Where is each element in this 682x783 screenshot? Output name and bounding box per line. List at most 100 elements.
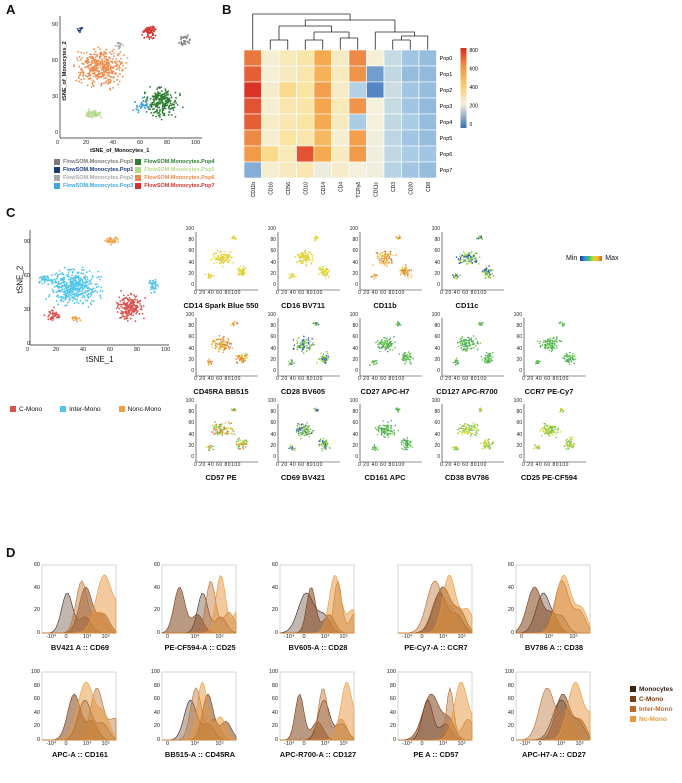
tsne-point	[57, 289, 60, 292]
marker-point	[225, 345, 227, 347]
marker-point	[568, 360, 570, 363]
tsne-point	[125, 317, 128, 320]
marker-point	[235, 358, 238, 360]
marker-point	[462, 259, 465, 261]
tsne-point	[116, 67, 119, 70]
heatmap-cell	[243, 49, 262, 67]
marker-point	[472, 340, 475, 342]
marker-point	[244, 446, 247, 448]
tsne-point	[79, 31, 81, 34]
marker-point	[242, 272, 245, 274]
marker-point	[390, 340, 392, 343]
tsne-point	[152, 280, 154, 283]
tsne-point	[75, 295, 78, 297]
marker-point	[405, 361, 407, 363]
marker-point	[566, 445, 569, 448]
mini-y-tick: 20	[434, 270, 440, 277]
tsne-point	[172, 109, 175, 111]
marker-point	[321, 265, 324, 268]
marker-point	[229, 342, 231, 345]
marker-point	[309, 345, 311, 348]
tsne-point	[71, 293, 74, 296]
marker-point	[383, 257, 386, 260]
marker-point	[389, 250, 392, 253]
marker-point	[242, 445, 244, 448]
marker-point	[454, 272, 457, 275]
tsne-point	[122, 315, 125, 317]
marker-point	[211, 346, 213, 349]
marker-point	[379, 261, 381, 264]
marker-point	[302, 430, 305, 433]
marker-point	[297, 430, 300, 433]
tsne-point	[88, 67, 90, 70]
marker-point	[543, 422, 546, 425]
tsne-point	[89, 295, 92, 298]
marker-point	[296, 342, 298, 345]
marker-point	[300, 437, 302, 440]
heatmap-cell	[243, 65, 262, 83]
marker-point	[487, 353, 489, 355]
marker-point	[469, 252, 472, 254]
marker-point	[318, 273, 320, 275]
heatmap-cell	[348, 145, 367, 163]
mini-y-tick: 100	[349, 226, 358, 232]
hist-x-tick: -10⁴	[284, 741, 295, 747]
marker-plot: 100 80 60 40 20 0 0 20 40 60 80100 CD127 APC-R7…	[426, 312, 506, 400]
marker-point	[403, 356, 405, 359]
marker-point	[544, 346, 546, 349]
tsne-point	[134, 305, 137, 308]
marker-point	[555, 340, 558, 343]
mini-y-tick: 0	[273, 454, 276, 460]
hist-x-tick: 10⁵	[101, 741, 110, 747]
marker-point	[549, 435, 551, 437]
tsne-point	[43, 281, 46, 284]
marker-point	[242, 265, 245, 267]
heatmap-cell	[243, 129, 262, 147]
marker-point	[291, 274, 294, 277]
marker-point	[220, 261, 222, 264]
tsne-point	[76, 290, 79, 293]
marker-point	[311, 258, 314, 261]
tsne-point	[132, 109, 135, 112]
marker-point	[549, 425, 552, 427]
marker-point	[293, 344, 296, 347]
tsne-point	[88, 71, 91, 74]
marker-point	[386, 265, 388, 267]
tsne-point	[97, 275, 100, 278]
tsne-point	[115, 58, 118, 60]
marker-point	[465, 339, 467, 342]
marker-point	[210, 276, 212, 279]
panel-a-plot	[59, 16, 202, 139]
tsne-point	[60, 277, 62, 280]
marker-point	[215, 432, 217, 435]
tsne-point	[55, 277, 58, 280]
marker-point	[473, 260, 476, 263]
marker-point	[466, 263, 469, 265]
tsne-point	[95, 60, 98, 63]
marker-point	[380, 338, 383, 341]
marker-point	[485, 444, 488, 446]
tsne-point	[180, 35, 182, 38]
marker-point	[231, 347, 234, 350]
tsne-point	[110, 69, 112, 72]
marker-point	[468, 260, 470, 262]
marker-caption: CD14 Spark Blue 550	[183, 301, 259, 310]
marker-point	[411, 274, 413, 276]
marker-point	[310, 263, 313, 265]
marker-point	[211, 257, 214, 260]
tsne-point	[112, 57, 114, 60]
marker-caption: CCR7 PE-Cy7	[524, 387, 574, 396]
tsne-point	[147, 35, 150, 37]
hist-y-tick: 40	[33, 709, 40, 716]
marker-point	[480, 409, 483, 411]
hist-x-tick: 10⁴	[544, 634, 554, 640]
marker-point	[307, 425, 310, 427]
tsne-point	[126, 304, 129, 307]
mini-y-tick: 100	[431, 226, 440, 232]
mini-y-tick: 100	[349, 398, 358, 404]
tsne-point	[76, 293, 79, 296]
marker-point	[547, 431, 550, 433]
tsne-point	[93, 53, 95, 56]
mini-y-tick: 80	[352, 237, 358, 244]
tsne-point	[122, 64, 124, 67]
